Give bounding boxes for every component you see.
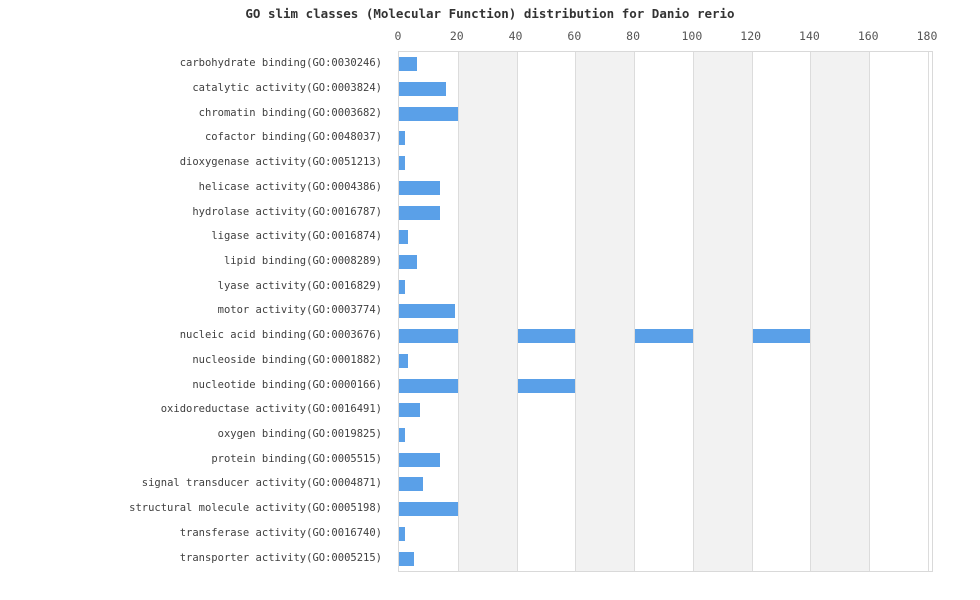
bar-row <box>399 151 932 176</box>
bar-row <box>399 126 932 151</box>
bar-row <box>399 497 932 522</box>
gridline <box>457 52 459 571</box>
x-tick-label: 180 <box>916 29 938 43</box>
bar <box>399 156 405 171</box>
bar <box>399 230 408 245</box>
category-label: catalytic activity(GO:0003824) <box>192 82 382 95</box>
category-label: transporter activity(GO:0005215) <box>179 551 382 564</box>
bar <box>399 57 417 72</box>
bar <box>399 502 467 517</box>
bar-row <box>399 472 932 497</box>
gridline <box>692 52 694 571</box>
bar <box>399 551 414 566</box>
category-label: nucleoside binding(GO:0001882) <box>192 353 382 366</box>
bar-row <box>399 52 932 77</box>
bar <box>399 526 405 541</box>
category-label: signal transducer activity(GO:0004871) <box>141 477 382 490</box>
x-tick-label: 140 <box>799 29 820 43</box>
gridline <box>751 52 753 571</box>
bar-row <box>399 546 932 571</box>
x-tick-label: 100 <box>681 29 703 43</box>
category-label: ligase activity(GO:0016874) <box>211 230 382 243</box>
category-label: cofactor binding(GO:0048037) <box>204 131 382 144</box>
bar <box>399 304 455 319</box>
bar <box>399 428 405 443</box>
category-label: nucleic acid binding(GO:0003676) <box>179 329 382 342</box>
bar-row <box>399 225 932 250</box>
gridline <box>928 52 929 571</box>
bar <box>399 452 441 467</box>
bar-row <box>399 349 932 374</box>
x-tick-label: 20 <box>449 29 464 43</box>
bar-row <box>399 423 932 448</box>
background-band <box>810 52 870 571</box>
bar <box>399 180 441 195</box>
bar <box>399 82 447 97</box>
bar <box>399 255 417 270</box>
x-tick-label: 120 <box>740 29 762 43</box>
bar <box>399 353 408 368</box>
category-label: carbohydrate binding(GO:0030246) <box>179 57 382 70</box>
category-label: protein binding(GO:0005515) <box>211 452 382 465</box>
bar-row <box>399 176 932 201</box>
category-label: motor activity(GO:0003774) <box>217 304 382 317</box>
x-tick-label: 60 <box>567 29 582 43</box>
category-label: structural molecule activity(GO:0005198) <box>129 502 382 515</box>
category-label: hydrolase activity(GO:0016787) <box>192 205 382 218</box>
bar-row <box>399 274 932 299</box>
x-tick-label: 160 <box>857 29 879 43</box>
category-label: nucleotide binding(GO:0000166) <box>192 378 382 391</box>
background-band <box>575 52 635 571</box>
bar <box>399 279 405 294</box>
x-axis-tick-labels: 0 20 40 60 80 100 120 140 160 180 <box>394 29 938 45</box>
gridline <box>634 52 636 571</box>
gridline <box>869 52 871 571</box>
chart-title: GO slim classes (Molecular Function) dis… <box>245 6 735 21</box>
background-band <box>457 52 517 571</box>
gridline <box>810 52 812 571</box>
category-label: oxygen binding(GO:0019825) <box>217 428 382 441</box>
gridline <box>516 52 518 571</box>
bar-row <box>399 77 932 102</box>
bar-row <box>399 101 932 126</box>
x-tick-label: 0 <box>394 29 402 43</box>
bar-row <box>399 299 932 324</box>
bar <box>399 205 441 220</box>
bar <box>399 477 423 492</box>
bar <box>399 131 405 146</box>
bar <box>399 106 473 121</box>
category-label: oxidoreductase activity(GO:0016491) <box>160 403 382 416</box>
bar-row <box>399 200 932 225</box>
bar <box>399 403 420 418</box>
background-band <box>692 52 752 571</box>
category-label: chromatin binding(GO:0003682) <box>198 106 382 119</box>
y-axis-category-labels: carbohydrate binding(GO:0030246) catalyti… <box>0 51 390 570</box>
x-tick-label: 80 <box>626 29 641 43</box>
bar-row <box>399 398 932 423</box>
x-tick-label: 40 <box>508 29 523 43</box>
category-label: helicase activity(GO:0004386) <box>198 180 382 193</box>
plot-area <box>398 51 933 572</box>
category-label: lyase activity(GO:0016829) <box>217 279 382 292</box>
category-label: transferase activity(GO:0016740) <box>179 526 382 539</box>
bar-row <box>399 447 932 472</box>
bar-row <box>399 522 932 547</box>
bar-row <box>399 250 932 275</box>
category-label: lipid binding(GO:0008289) <box>223 255 382 268</box>
category-label: dioxygenase activity(GO:0051213) <box>179 156 382 169</box>
gridline <box>575 52 577 571</box>
